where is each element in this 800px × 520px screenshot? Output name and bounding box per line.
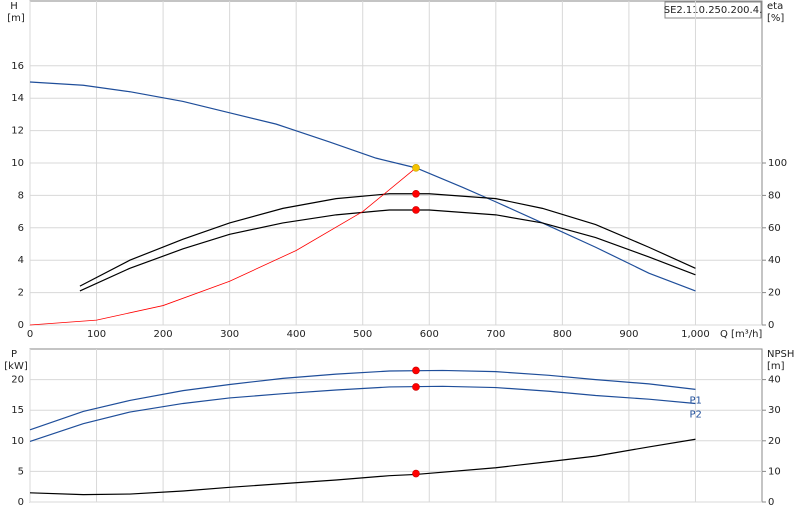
model-box <box>664 1 762 19</box>
x-tick-label: 1,000 <box>681 329 710 340</box>
y-tick-label: 6 <box>18 223 24 234</box>
x-tick-label: 900 <box>619 329 638 340</box>
y-tick-label: 10 <box>11 158 24 169</box>
y-tick-label: 16 <box>11 61 24 72</box>
duty-point <box>412 189 420 198</box>
y2-tick-label: 0 <box>768 497 774 508</box>
y-tick-label: 2 <box>18 288 24 299</box>
y-axis-label: H <box>10 1 18 12</box>
curve <box>79 193 696 287</box>
y2-tick-label: 10 <box>768 466 781 477</box>
curve <box>29 81 696 292</box>
x-tick-label: 200 <box>154 329 173 340</box>
curve <box>29 438 696 496</box>
y-tick-label: 20 <box>11 375 24 386</box>
x-tick-label: 500 <box>353 329 372 340</box>
y2-axis-label: NPSH <box>767 349 794 360</box>
duty-point <box>412 164 420 172</box>
y2-tick-label: 20 <box>768 436 781 447</box>
y2-axis-unit: [%] <box>767 13 784 24</box>
y-tick-label: 8 <box>18 190 24 201</box>
y2-axis-unit: [m] <box>767 361 785 372</box>
duty-point <box>412 366 420 375</box>
y2-axis-label: eta <box>767 1 783 12</box>
x-axis-label: Q [m³/h] <box>720 329 762 340</box>
y-tick-label: 0 <box>18 320 24 331</box>
curve <box>29 385 696 442</box>
x-tick-label: 0 <box>27 329 33 340</box>
duty-point <box>412 206 420 214</box>
x-tick-label: 300 <box>220 329 239 340</box>
plot-frame <box>29 348 763 503</box>
series-label: P2 <box>689 409 701 420</box>
model-label: SE2.110.250.200.4. <box>664 5 763 16</box>
y-axis-unit: [kW] <box>4 361 28 372</box>
y-tick-label: 12 <box>11 126 24 137</box>
y-tick-label: 5 <box>18 466 24 477</box>
y2-tick-label: 100 <box>768 158 787 169</box>
y-axis-unit: [m] <box>7 13 25 24</box>
x-tick-label: 800 <box>553 329 572 340</box>
y2-tick-label: 80 <box>768 190 781 201</box>
x-tick-label: 700 <box>486 329 505 340</box>
x-tick-label: 400 <box>287 329 306 340</box>
y2-tick-label: 40 <box>768 375 781 386</box>
x-tick-label: 100 <box>87 329 106 340</box>
y-axis-label: P <box>11 349 17 360</box>
y2-tick-label: 0 <box>768 320 774 331</box>
y-tick-label: 0 <box>18 497 24 508</box>
y-tick-label: 14 <box>11 93 24 104</box>
curve <box>79 209 696 292</box>
y2-tick-label: 20 <box>768 288 781 299</box>
duty-point <box>412 383 420 391</box>
y-tick-label: 10 <box>11 436 24 447</box>
y-tick-label: 4 <box>18 255 24 266</box>
y2-tick-label: 40 <box>768 255 781 266</box>
y2-tick-label: 60 <box>768 223 781 234</box>
curve <box>29 369 696 431</box>
x-tick-label: 600 <box>420 329 439 340</box>
curve <box>29 167 417 326</box>
series-label: P1 <box>689 395 701 406</box>
y2-tick-label: 30 <box>768 405 781 416</box>
duty-point <box>412 469 420 478</box>
y-tick-label: 15 <box>11 405 24 416</box>
